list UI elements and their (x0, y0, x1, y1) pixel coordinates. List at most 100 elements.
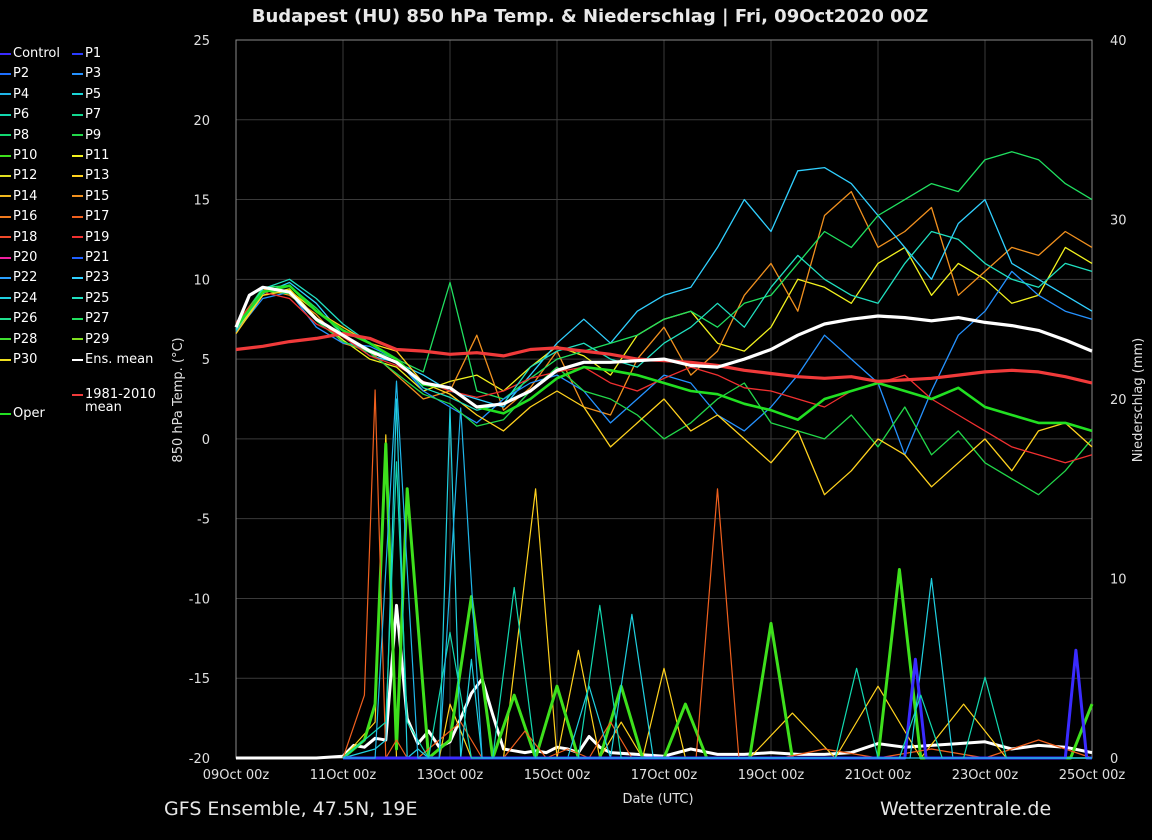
legend-item: P7 (72, 105, 101, 125)
legend-label: 1981-2010 mean (85, 387, 156, 415)
legend-item: P13 (72, 166, 109, 186)
legend-swatch (72, 358, 83, 361)
legend-item: P3 (72, 64, 101, 84)
legend-swatch (72, 297, 83, 300)
legend-swatch (72, 276, 83, 279)
legend-label: P2 (13, 66, 30, 82)
legend-item: P19 (72, 228, 109, 248)
legend-label: P15 (85, 188, 110, 204)
y-tick-label: 25 (193, 34, 210, 49)
temp-line (235, 291, 1093, 464)
legend-swatch (0, 154, 11, 157)
legend-item: Ens. mean (72, 350, 153, 370)
legend-label: P16 (13, 209, 38, 225)
legend-item: P11 (72, 146, 109, 166)
legend-item: P1 (72, 44, 101, 64)
legend-label: Oper (13, 406, 45, 421)
legend-swatch (0, 236, 11, 239)
legend-swatch (72, 215, 83, 218)
footer-brand: Wetterzentrale.de (880, 798, 1052, 820)
legend-item: P26 (0, 309, 37, 329)
legend-label: P17 (85, 209, 110, 225)
y-tick-label: 15 (193, 194, 210, 209)
temp-line (235, 166, 1093, 408)
legend-item: P27 (72, 309, 109, 329)
legend-label: P14 (13, 188, 38, 204)
legend-swatch (0, 276, 11, 279)
legend-item: P8 (0, 126, 29, 146)
x-tick-label: 13Oct 00z (417, 768, 484, 783)
chart-title: Budapest (HU) 850 hPa Temp. & Niederschl… (252, 6, 929, 27)
legend-label: P26 (13, 311, 38, 327)
legend-label: P5 (85, 86, 102, 102)
legend-swatch (72, 134, 83, 137)
legend-label: P29 (85, 331, 110, 347)
legend-label: P12 (13, 168, 38, 184)
legend-item: Control (0, 44, 60, 64)
legend-swatch (72, 256, 83, 259)
x-tick-label: 23Oct 00z (952, 768, 1019, 783)
legend-swatch (0, 412, 11, 415)
legend-item: P30 (0, 350, 37, 370)
legend-swatch (72, 174, 83, 177)
legend-item: P21 (72, 248, 109, 268)
x-tick-label: 17Oct 00z (631, 768, 698, 783)
legend-item: P17 (72, 207, 109, 227)
legend-item: P5 (72, 85, 101, 105)
legend-item: P9 (72, 126, 101, 146)
y-tick-label: 0 (202, 433, 210, 448)
legend-item: P18 (0, 228, 37, 248)
temp-line (235, 151, 1093, 400)
x-tick-label: 21Oct 00z (845, 768, 912, 783)
legend-item: P15 (72, 187, 109, 207)
legend-swatch (0, 134, 11, 137)
legend-swatch (0, 338, 11, 341)
y-tick-label: 10 (193, 273, 210, 288)
legend-swatch (0, 215, 11, 218)
legend-label: P19 (85, 229, 110, 245)
y-tick-label: -10 (189, 592, 210, 607)
x-tick-label: 19Oct 00z (738, 768, 805, 783)
legend-item: 1981-2010 mean (72, 388, 175, 414)
legend-item: P6 (0, 105, 29, 125)
legend-label: P24 (13, 290, 38, 306)
legend-swatch (72, 195, 83, 198)
legend-label: P1 (85, 46, 102, 61)
legend-item: P16 (0, 207, 37, 227)
y2-tick-label: 10 (1110, 573, 1127, 588)
legend-label: P22 (13, 270, 38, 286)
legend-item: P22 (0, 268, 37, 288)
legend-swatch (0, 113, 11, 116)
precip-line (342, 389, 1093, 759)
legend-item: P12 (0, 166, 37, 186)
temp-line (234, 285, 1093, 409)
legend-label: P6 (13, 107, 30, 123)
y-tick-label: -15 (189, 672, 210, 687)
legend-swatch (72, 317, 83, 320)
legend-swatch (72, 113, 83, 116)
legend-item: P28 (0, 330, 37, 350)
y2-tick-label: 20 (1110, 393, 1127, 408)
legend-item: P20 (0, 248, 37, 268)
legend-label: P21 (85, 250, 110, 265)
y-axis-label: 850 hPa Temp. (°C) (171, 337, 186, 462)
precip-layer (236, 380, 1094, 760)
y2-tick-label: 40 (1110, 34, 1127, 49)
legend-item: P14 (0, 187, 37, 207)
legend-swatch (72, 236, 83, 239)
y-tick-label: -5 (197, 513, 210, 528)
legend-swatch (0, 174, 11, 177)
legend-swatch (0, 317, 11, 320)
legend-label: P3 (85, 66, 102, 82)
legend-swatch (72, 72, 83, 75)
legend-label: P8 (13, 127, 30, 143)
legend-label: P30 (13, 352, 38, 367)
footer-source: GFS Ensemble, 47.5N, 19E (164, 798, 418, 820)
temp-line (235, 270, 1093, 456)
legend-item: P4 (0, 85, 29, 105)
legend-swatch (72, 394, 83, 396)
precip-line (236, 603, 1093, 760)
y2-tick-label: 0 (1110, 752, 1118, 767)
legend-item: P25 (72, 289, 109, 309)
